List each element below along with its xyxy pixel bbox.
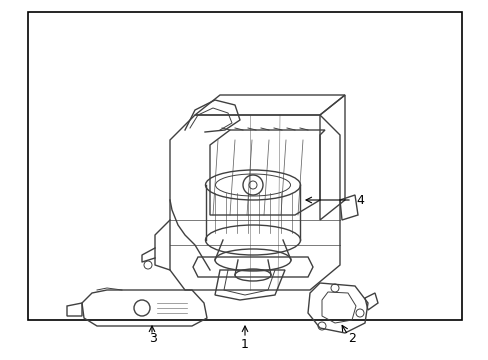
Text: 3: 3 — [149, 332, 157, 345]
Bar — [28, 12, 461, 320]
Text: 2: 2 — [347, 332, 355, 345]
Text: 1: 1 — [241, 338, 248, 351]
Text: 4: 4 — [355, 194, 363, 207]
